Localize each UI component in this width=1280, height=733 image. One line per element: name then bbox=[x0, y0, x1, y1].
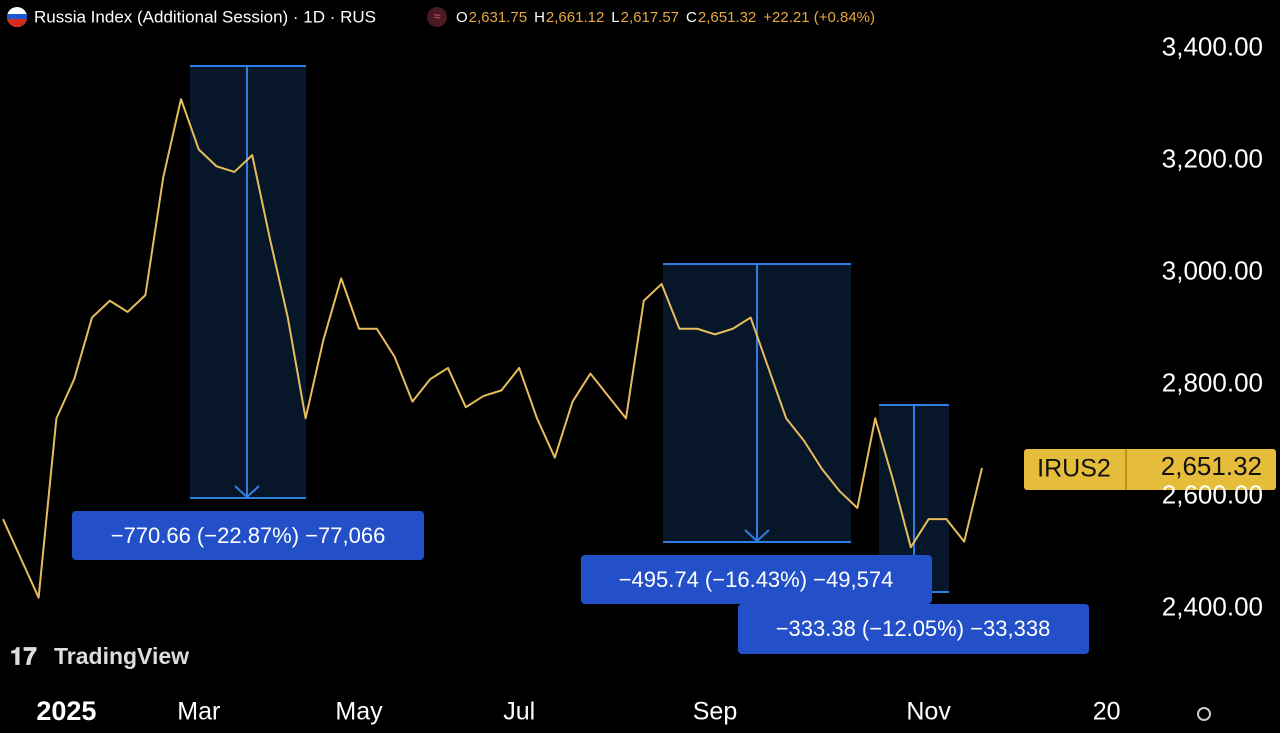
measure-2 bbox=[663, 263, 851, 543]
measure-label: −770.66 (−22.87%) −77,066 bbox=[111, 523, 386, 548]
y-tick-label: 3,400.00 bbox=[1162, 32, 1263, 62]
symbol-title: Russia Index (Additional Session) · 1D ·… bbox=[34, 7, 376, 26]
x-tick-label: 2025 bbox=[36, 696, 96, 726]
ohlc-value: 2,631.75 bbox=[469, 9, 527, 26]
y-tick-label: 2,800.00 bbox=[1162, 368, 1263, 398]
x-tick-label: Jul bbox=[503, 698, 535, 726]
x-tick-label: 20 bbox=[1093, 698, 1121, 726]
ohlc-key: H bbox=[534, 9, 545, 26]
ohlc-value: 2,651.32 bbox=[698, 9, 756, 26]
ohlc-key: O bbox=[456, 9, 468, 26]
price-tag-price: 2,651.32 bbox=[1161, 451, 1262, 481]
y-tick-label: 2,600.00 bbox=[1162, 480, 1263, 510]
series-layer bbox=[2, 98, 983, 599]
settings-icon[interactable] bbox=[1197, 707, 1211, 721]
measure-label-box bbox=[738, 604, 1089, 654]
x-tick-label: Nov bbox=[906, 698, 951, 726]
change: +22.21 (+0.84%) bbox=[763, 9, 875, 26]
ohlc-key: L bbox=[611, 9, 619, 26]
price-tag bbox=[1024, 449, 1276, 490]
price-tag-symbol: IRUS2 bbox=[1037, 455, 1111, 483]
x-tick-label: Sep bbox=[693, 698, 737, 726]
logo: TradingView bbox=[54, 643, 189, 669]
x-tick-label: May bbox=[335, 698, 383, 726]
x-tick-label: Mar bbox=[177, 698, 220, 726]
y-tick-label: 2,400.00 bbox=[1162, 592, 1263, 622]
price-line bbox=[2, 98, 983, 599]
measure-label: −333.38 (−12.05%) −33,338 bbox=[776, 616, 1051, 641]
measure-label-box bbox=[72, 511, 424, 560]
session-icon bbox=[427, 7, 447, 27]
logo-mark: 𝟏𝟕 bbox=[10, 643, 37, 670]
measure-label: −495.74 (−16.43%) −49,574 bbox=[619, 567, 894, 592]
y-tick-label: 3,200.00 bbox=[1162, 144, 1263, 174]
measure-label-box bbox=[581, 555, 932, 604]
ohlc-key: C bbox=[686, 9, 697, 26]
svg-text:≈: ≈ bbox=[433, 8, 440, 23]
measure-1 bbox=[190, 65, 306, 499]
ohlc: O 2,631.75 H 2,661.12 L 2,617.57 C 2,651.32 +22.… bbox=[456, 9, 875, 26]
y-tick-label: 3,000.00 bbox=[1162, 256, 1263, 286]
ohlc-value: 2,661.12 bbox=[546, 9, 604, 26]
ohlc-value: 2,617.57 bbox=[621, 9, 679, 26]
